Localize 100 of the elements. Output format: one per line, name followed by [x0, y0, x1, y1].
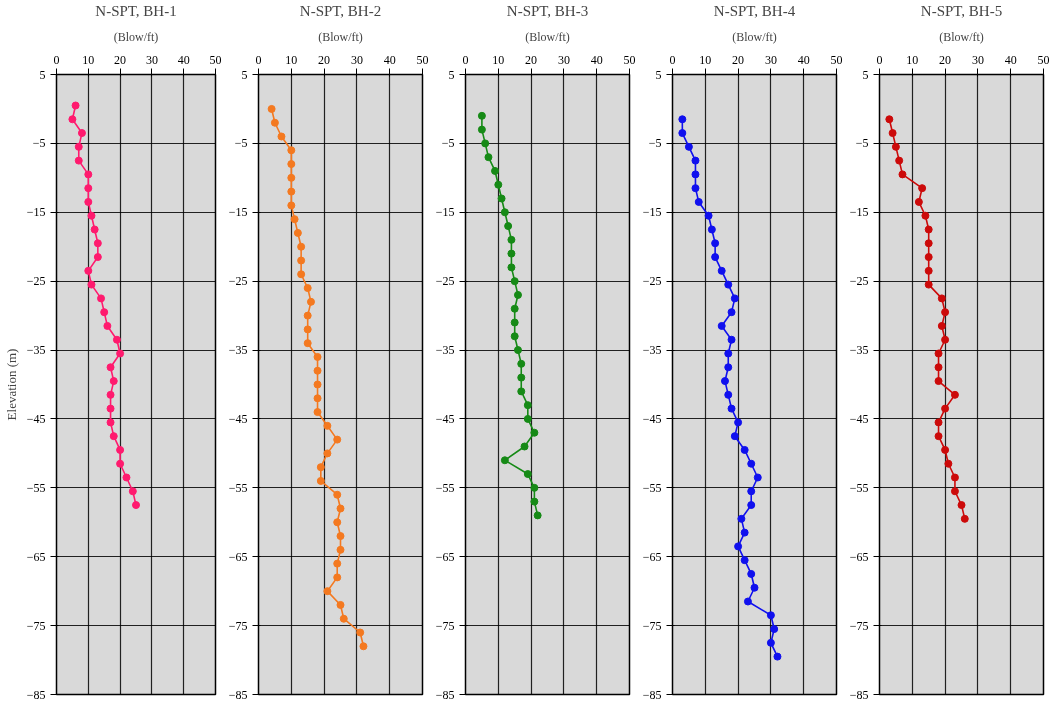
point — [934, 349, 943, 358]
point — [937, 294, 946, 303]
x-tick-label: 40 — [383, 52, 396, 67]
point — [517, 373, 526, 382]
y-tick-label: −65 — [642, 549, 662, 564]
chart-subtitle: (Blow/ft) — [939, 29, 984, 44]
point — [116, 445, 125, 454]
point — [336, 532, 345, 541]
point — [106, 404, 115, 413]
point — [313, 366, 322, 375]
y-tick-label: −5 — [648, 136, 662, 151]
point — [297, 242, 306, 251]
point — [941, 308, 950, 317]
x-tick-label: 30 — [557, 52, 570, 67]
point — [743, 597, 752, 606]
point — [84, 170, 93, 179]
point — [924, 225, 933, 234]
point — [333, 559, 342, 568]
x-tick-label: 10 — [699, 52, 712, 67]
point — [356, 628, 365, 637]
point — [704, 211, 713, 220]
x-tick-label: 20 — [939, 52, 952, 67]
point — [500, 208, 509, 217]
y-tick-label: −55 — [642, 480, 662, 495]
point — [921, 211, 930, 220]
y-tick-label: −25 — [228, 274, 248, 289]
point — [287, 160, 296, 169]
y-tick-label: −75 — [26, 618, 46, 633]
point — [477, 111, 486, 120]
y-tick-label: −85 — [228, 687, 248, 702]
y-tick-label: −15 — [849, 205, 869, 220]
point — [122, 473, 131, 482]
point — [950, 473, 959, 482]
point — [773, 652, 782, 661]
point — [724, 363, 733, 372]
x-tick-label: 30 — [350, 52, 363, 67]
point — [747, 569, 756, 578]
y-tick-label: −15 — [26, 205, 46, 220]
point — [720, 377, 729, 386]
point — [313, 380, 322, 389]
y-tick-label: −35 — [26, 343, 46, 358]
point — [507, 249, 516, 258]
point — [727, 335, 736, 344]
point — [510, 304, 519, 313]
point — [711, 239, 720, 248]
point — [898, 170, 907, 179]
point — [724, 390, 733, 399]
point — [533, 511, 542, 520]
point — [277, 132, 286, 141]
point — [523, 414, 532, 423]
point — [960, 514, 969, 523]
point — [691, 156, 700, 165]
y-tick-label: −25 — [849, 274, 869, 289]
x-tick-label: 30 — [971, 52, 984, 67]
y-tick-label: −85 — [849, 687, 869, 702]
point — [717, 321, 726, 330]
point — [924, 253, 933, 262]
point — [941, 335, 950, 344]
point — [885, 115, 894, 124]
y-tick-label: −35 — [642, 343, 662, 358]
point — [333, 518, 342, 527]
chart-subtitle: (Blow/ft) — [732, 29, 777, 44]
point — [323, 587, 332, 596]
y-tick-label: −25 — [26, 274, 46, 289]
point — [924, 266, 933, 275]
point — [106, 390, 115, 399]
chart-title: N-SPT, BH-2 — [299, 2, 382, 19]
point — [694, 197, 703, 206]
point — [520, 442, 529, 451]
x-tick-label: 0 — [462, 52, 469, 67]
x-tick-label: 0 — [255, 52, 262, 67]
y-tick-label: −25 — [435, 274, 455, 289]
point — [333, 435, 342, 444]
x-tick-label: 0 — [53, 52, 60, 67]
chart-subtitle: (Blow/ft) — [525, 29, 570, 44]
y-tick-label: −55 — [228, 480, 248, 495]
x-tick-label: 0 — [669, 52, 676, 67]
point — [100, 308, 109, 317]
point — [313, 408, 322, 417]
y-tick-label: −45 — [642, 411, 662, 426]
point — [74, 142, 83, 151]
y-tick-label: −45 — [26, 411, 46, 426]
point — [918, 184, 927, 193]
point — [914, 197, 923, 206]
point — [734, 542, 743, 551]
y-tick-label: −15 — [228, 205, 248, 220]
point — [132, 501, 140, 510]
point — [323, 449, 332, 458]
y-tick-label: −15 — [642, 205, 662, 220]
point — [530, 497, 539, 506]
x-tick-label: 50 — [416, 52, 429, 67]
point — [109, 432, 118, 441]
point — [68, 115, 77, 124]
x-tick-label: 40 — [1004, 52, 1017, 67]
point — [684, 142, 693, 151]
y-tick-label: −25 — [642, 274, 662, 289]
chart-subtitle: (Blow/ft) — [318, 29, 363, 44]
point — [711, 253, 720, 262]
point — [303, 284, 312, 293]
y-tick-label: −75 — [642, 618, 662, 633]
